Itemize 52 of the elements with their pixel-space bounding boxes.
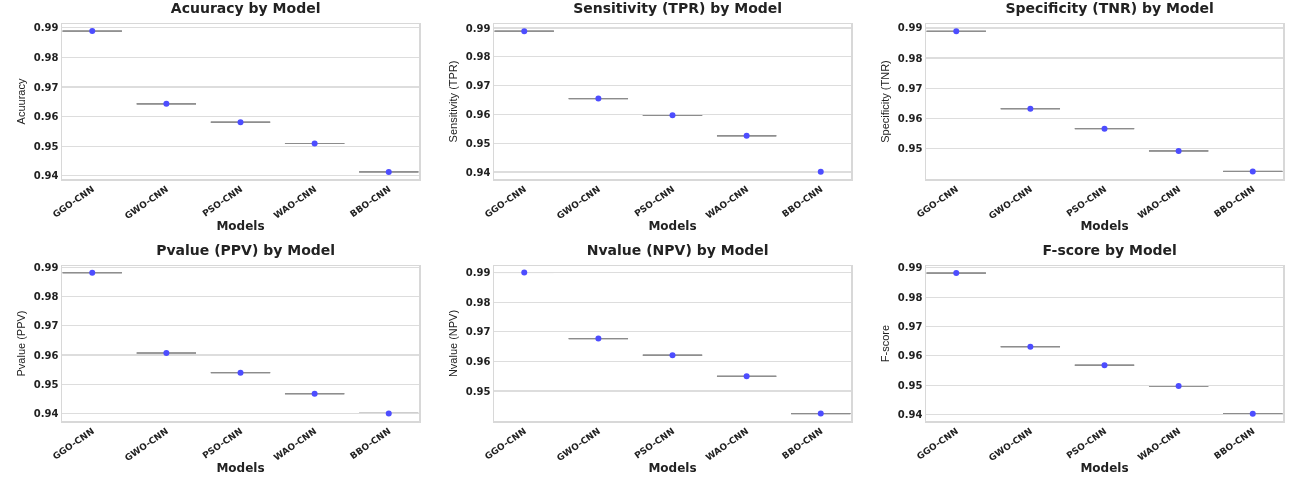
y-tick-label: 0.98 xyxy=(33,290,59,302)
y-tick-label: 0.96 xyxy=(897,112,923,124)
y-tick-label: 0.99 xyxy=(465,267,491,279)
y-tick-label: 0.96 xyxy=(465,108,491,120)
y-tick-label: 0.97 xyxy=(33,320,59,332)
y-tick-label: 0.96 xyxy=(33,349,59,361)
y-tick-label: 0.96 xyxy=(897,350,923,362)
chart-title: Pvalue (PPV) by Model xyxy=(156,242,336,259)
y-tick-label: 0.99 xyxy=(33,22,59,34)
y-axis-title: Pvalue (PPV) xyxy=(14,310,27,377)
y-axis-title: Specificity (TNR) xyxy=(878,60,891,143)
y-tick-label: 0.95 xyxy=(33,140,59,152)
y-tick-label: 0.98 xyxy=(897,52,923,64)
y-axis-title: F-score xyxy=(878,324,891,363)
y-axis-title: Nvalue (NPV) xyxy=(446,309,459,378)
y-tick-label: 0.98 xyxy=(465,51,491,63)
y-tick-label: 0.95 xyxy=(897,379,923,391)
y-tick-label: 0.97 xyxy=(897,320,923,332)
x-axis-title: Models xyxy=(648,460,697,475)
x-axis-title: Models xyxy=(648,218,697,233)
y-tick-label: 0.97 xyxy=(897,82,923,94)
y-tick-label: 0.94 xyxy=(33,170,59,182)
y-tick-label: 0.98 xyxy=(465,296,491,308)
y-tick-label: 0.99 xyxy=(897,22,923,34)
y-tick-label: 0.94 xyxy=(897,409,923,421)
y-tick-label: 0.97 xyxy=(33,81,59,93)
y-tick-label: 0.95 xyxy=(897,143,923,155)
y-tick-label: 0.98 xyxy=(33,51,59,63)
y-tick-label: 0.94 xyxy=(33,408,59,420)
y-tick-label: 0.96 xyxy=(33,111,59,123)
x-axis-title: Models xyxy=(216,218,265,233)
chart-title: Sensitivity (TPR) by Model xyxy=(573,0,783,17)
y-tick-label: 0.98 xyxy=(897,291,923,303)
x-axis-title: Models xyxy=(216,460,265,475)
chart-title: Nvalue (NPV) by Model xyxy=(586,242,769,259)
y-tick-label: 0.95 xyxy=(33,378,59,390)
x-axis-title: Models xyxy=(1080,460,1129,475)
y-tick-label: 0.95 xyxy=(465,137,491,149)
y-tick-label: 0.99 xyxy=(33,261,59,273)
chart-title: Acuuracy by Model xyxy=(170,0,321,17)
y-tick-label: 0.97 xyxy=(465,80,491,92)
y-tick-label: 0.94 xyxy=(465,166,491,178)
y-axis-title: Sensitivity (TPR) xyxy=(446,60,459,143)
x-axis-title: Models xyxy=(1080,218,1129,233)
chart-title: F-score by Model xyxy=(1042,242,1177,259)
y-tick-label: 0.95 xyxy=(465,385,491,397)
y-tick-label: 0.97 xyxy=(465,326,491,338)
y-axis-title: Acuuracy xyxy=(14,78,27,125)
chart-title: Specificity (TNR) by Model xyxy=(1005,0,1214,17)
y-tick-label: 0.99 xyxy=(465,22,491,34)
y-tick-label: 0.96 xyxy=(465,355,491,367)
y-tick-label: 0.99 xyxy=(897,262,923,274)
